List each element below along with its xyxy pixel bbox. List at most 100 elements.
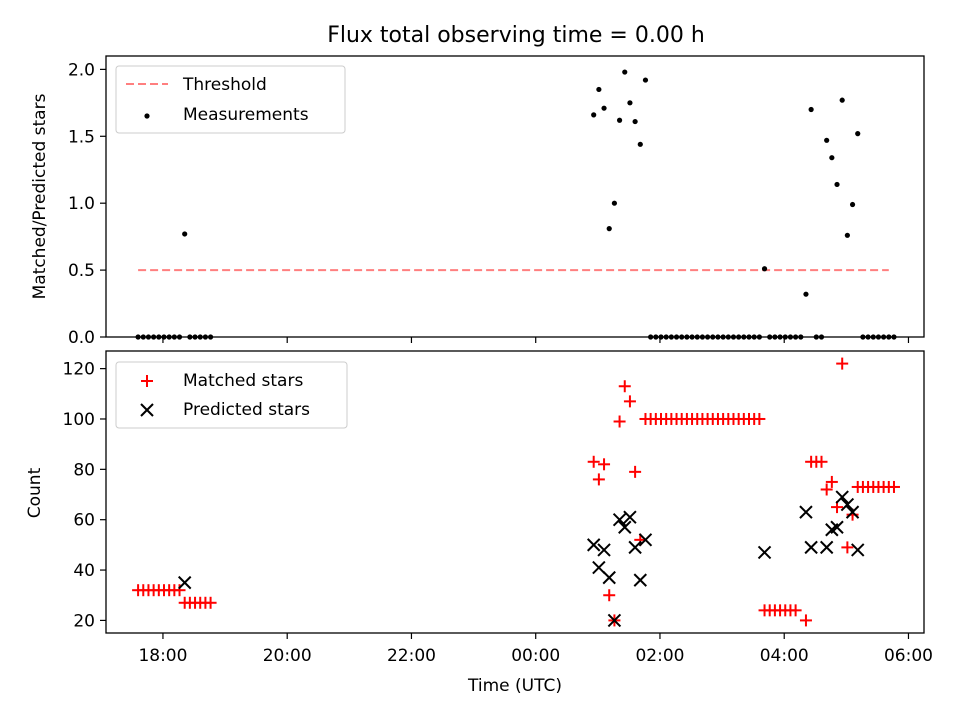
predicted-stars-point: [819, 540, 834, 555]
predicted-stars-point: [757, 545, 772, 560]
ratio-panel: 0.00.51.01.52.0 Matched/Predicted stars …: [30, 55, 925, 348]
measurement-point: [182, 231, 188, 237]
matched-stars-point: [613, 415, 626, 428]
y-tick-label: 100: [63, 410, 95, 430]
count-legend-box: [115, 361, 348, 429]
predicted-stars-point: [638, 533, 653, 547]
predicted-stars-point: [633, 573, 647, 587]
x-tick-label: 04:00: [760, 646, 809, 666]
measurement-point: [637, 141, 643, 147]
matched-stars-point: [592, 473, 605, 486]
predicted-stars-point: [592, 560, 606, 575]
measurement-point: [834, 181, 840, 188]
predicted-stars-point: [840, 497, 855, 512]
figure-title: Flux total observing time = 0.00 h: [327, 23, 705, 48]
x-tick-label: 06:00: [884, 646, 933, 666]
matched-stars-point: [598, 458, 611, 471]
matched-stars-point: [587, 455, 600, 468]
matched-stars-point: [603, 589, 616, 602]
matched-stars-point: [887, 480, 900, 493]
matched-stars-point: [618, 380, 631, 393]
predicted-stars-point: [845, 505, 860, 519]
y-tick-label: 80: [73, 460, 95, 480]
y-tick-label: 0.0: [68, 328, 95, 348]
y-tick-label: 20: [73, 611, 95, 631]
threshold-legend-label: Threshold: [182, 75, 267, 95]
matched-stars-point: [825, 475, 838, 488]
predicted-stars-point: [623, 510, 637, 524]
count-legend: Matched stars Predicted stars: [115, 361, 348, 429]
measurement-point: [596, 86, 602, 93]
ratio-legend-box: [115, 65, 346, 134]
measurement-point: [622, 69, 628, 75]
ratio-legend: Threshold Measurements: [115, 65, 346, 134]
ratio-y-axis-label: Matched/Predicted stars: [30, 93, 50, 299]
measurements-legend-label: Measurements: [183, 105, 309, 125]
x-tick-label: 18:00: [138, 646, 187, 666]
matched-stars-point: [753, 412, 766, 425]
matched-stars-point: [789, 604, 802, 617]
y-tick-label: 1.5: [68, 127, 95, 147]
measurement-point: [627, 100, 633, 106]
ratio-marks: [135, 69, 897, 340]
count-x-axis-label: Time (UTC): [467, 676, 562, 696]
predicted-stars-point: [586, 538, 601, 552]
matched-stars-point: [173, 584, 186, 597]
y-tick-label: 120: [63, 360, 95, 380]
matched-stars-point: [629, 465, 642, 478]
matched-stars-point: [623, 395, 636, 408]
predicted-stars-point: [597, 543, 611, 557]
measurement-point: [642, 77, 649, 83]
matched-stars-point: [799, 614, 812, 627]
matched-stars-point: [820, 483, 833, 496]
measurement-point: [844, 232, 850, 238]
count-y-axis-label: Count: [25, 467, 45, 518]
measurement-point: [601, 105, 607, 111]
count-axes-frame: [105, 350, 925, 634]
x-tick-label: 22:00: [387, 646, 436, 666]
measurement-point: [808, 106, 814, 113]
y-tick-label: 1.0: [68, 194, 95, 214]
y-tick-label: 0.5: [68, 261, 95, 281]
measurement-point: [824, 137, 830, 143]
predicted-stars-point: [799, 505, 813, 519]
y-tick-label: 2.0: [68, 60, 95, 80]
measurements-legend-swatch: [144, 113, 150, 119]
predicted-legend-swatch: [140, 403, 154, 417]
count-ticks: 20 40 60 80 100 120 18:00 20:00 22:00 00:00 02:00 0…: [63, 360, 933, 666]
matched-stars-point: [841, 541, 854, 554]
predicted-stars-point: [618, 520, 632, 534]
predicted-stars-point: [612, 512, 627, 527]
matched-stars-point: [836, 357, 849, 370]
predicted-stars-point: [830, 520, 844, 534]
predicted-stars-point: [804, 540, 818, 555]
matched-stars-point: [204, 596, 217, 609]
x-tick-label: 00:00: [511, 646, 560, 666]
measurement-point: [803, 291, 809, 297]
measurement-point: [761, 266, 768, 272]
count-marks: [132, 357, 900, 628]
matched-legend-label: Matched stars: [183, 371, 303, 391]
measurement-point: [591, 112, 597, 118]
matched-legend-swatch: [141, 375, 153, 387]
count-panel: 20 40 60 80 100 120 18:00 20:00 22:00 00:00 02:00 0…: [25, 350, 933, 696]
matched-stars-point: [815, 455, 828, 468]
measurement-point: [606, 226, 612, 232]
predicted-stars-point: [607, 613, 622, 628]
measurement-point: [855, 131, 861, 137]
x-tick-label: 02:00: [635, 646, 684, 666]
measurement-point: [632, 118, 638, 125]
ratio-ticks: 0.0 0.5 1.0 1.5 2.0: [68, 60, 910, 348]
measurement-point: [849, 201, 856, 208]
x-tick-label: 20:00: [263, 646, 312, 666]
measurement-point: [616, 117, 623, 123]
ratio-axes-frame: [105, 55, 925, 338]
predicted-stars-point: [835, 490, 849, 504]
predicted-stars-point: [177, 575, 192, 590]
y-tick-label: 60: [73, 511, 95, 531]
predicted-stars-point: [628, 540, 642, 555]
measurement-point: [611, 200, 618, 206]
y-tick-label: 40: [73, 561, 95, 581]
measurement-point: [839, 97, 845, 103]
